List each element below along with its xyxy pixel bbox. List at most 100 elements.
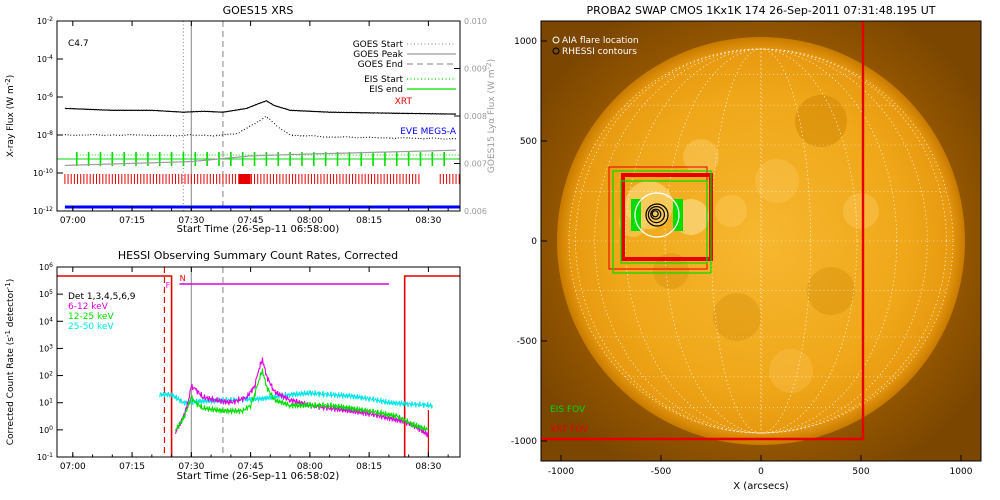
hessi-plot-area: NF (57, 267, 460, 457)
rhessi-contour-2 (650, 208, 662, 220)
xrt-fov (541, 21, 865, 441)
sun-region-6 (795, 95, 847, 147)
swap-title: PROBA2 SWAP CMOS 1Kx1K 174 26-Sep-2011 0… (587, 4, 936, 17)
goes-series-goes-ly- (64, 149, 456, 167)
swap-xtick-label-3: 500 (852, 467, 869, 477)
sun-region-8 (807, 267, 855, 315)
swap-legend: AIA flare location RHESSI contours (552, 36, 639, 57)
sun-region-10 (769, 349, 813, 393)
goes-xtick-label-5: 08:15 (356, 216, 382, 226)
hessi-flag-n: N (180, 274, 186, 283)
hessi-legend-label-1: 6-12 keV (68, 302, 109, 312)
sun-region-5 (683, 139, 719, 175)
swap-ytick-label-3: -500 (517, 337, 538, 347)
hessi-series-12-25-kev (174, 368, 429, 433)
goes-xlabel: Start Time (26-Sep-11 06:58:00) (177, 224, 340, 235)
goes-xtick-label-2: 07:30 (178, 216, 204, 226)
xrt-dense-block (238, 174, 251, 184)
goes-plot-area (57, 21, 460, 211)
goes-axes: 07:00 07:15 07:30 07:45 08:00 08:15 08:30 10-2 1… (33, 16, 487, 226)
goes-legend-label-4: EIS end (369, 85, 403, 95)
hessi-xtick-label-6: 08:30 (415, 462, 441, 472)
aia-legend-label: AIA flare location (562, 36, 639, 46)
hessi-ytick-label-7: 10-1 (37, 452, 53, 462)
goes-ytick-label-1: 10-4 (37, 54, 53, 64)
goes-legend-label-3: EIS Start (364, 75, 403, 85)
swap-panel: PROBA2 SWAP CMOS 1Kx1K 174 26-Sep-2011 0… (511, 4, 982, 492)
swap-image (541, 21, 981, 461)
hessi-ytick-label-3: 103 (39, 343, 53, 353)
rhessi-contour-1 (647, 206, 666, 224)
longitude-line (624, 48, 898, 434)
swap-axes: -1000 -500 0 500 1000 1000 500 0 -500 -1000 (511, 37, 973, 477)
flare-class-label: C4.7 (68, 39, 89, 49)
hessi-ytick-label-5: 101 (39, 398, 53, 408)
sun-region-9 (653, 253, 689, 289)
goes-xtick-label-3: 07:45 (238, 216, 264, 226)
swap-xtick-label-2: 0 (758, 467, 764, 477)
hessi-flag-f: F (166, 281, 171, 290)
goes-ytick-label-4: 10-10 (33, 168, 53, 178)
goes-title: GOES15 XRS (223, 4, 294, 17)
hessi-xlabel: Start Time (26-Sep-11 06:58:02) (177, 471, 340, 482)
hessi-xtick-label-0: 07:00 (60, 462, 86, 472)
hessi-ytick-label-4: 102 (39, 371, 53, 381)
goes-panel: GOES15 XRS 07:00 07:15 07:30 07:45 08:00 08:1… (4, 4, 497, 235)
sun-region-4 (755, 159, 799, 203)
goes-y2tick-label-1: 0.009 (464, 65, 487, 74)
hessi-ytick-label-1: 105 (39, 289, 53, 299)
hessi-night-right (403, 275, 460, 457)
goes-y2tick-label-2: 0.008 (464, 112, 487, 121)
hessi-ylabel: Corrected Count Rate (s-1 detector-1) (4, 279, 16, 446)
goes-series-goes-long-1-8- (64, 100, 457, 115)
goes-series-goes-short-0-5-4- (64, 115, 457, 140)
hessi-xtick-label-5: 08:15 (356, 462, 382, 472)
longitude-line (575, 48, 947, 434)
hessi-axes-frame (56, 266, 461, 458)
goes-ytick-label-5: 10-12 (33, 206, 53, 216)
goes-ytick-label-3: 10-8 (37, 130, 53, 140)
hessi-title: HESSI Observing Summary Count Rates, Cor… (118, 249, 398, 262)
goes-legend-label-1: GOES Peak (353, 50, 403, 60)
goes-xtick-label-0: 07:00 (60, 216, 86, 226)
rhessi-legend-symbol (552, 47, 560, 55)
swap-ytick-label-0: 1000 (514, 37, 537, 47)
swap-xlabel: X (arcsecs) (733, 481, 789, 492)
hessi-xtick-label-3: 07:45 (238, 462, 264, 472)
hessi-xtick-label-1: 07:15 (119, 462, 145, 472)
hessi-series-25-50-kev (159, 389, 433, 409)
hessi-ytick-label-2: 104 (39, 316, 53, 326)
hessi-legend-label-3: 25-50 keV (68, 322, 114, 332)
heliographic-grid (569, 48, 953, 434)
sun-region-7 (713, 293, 761, 341)
goes-xtick-label-1: 07:15 (119, 216, 145, 226)
rhessi-legend-label: RHESSI contours (562, 47, 637, 57)
hessi-panel: HESSI Observing Summary Count Rates, Cor… (4, 249, 461, 482)
goes-legend-label-6: EVE MEGS-A (400, 127, 457, 137)
hessi-xtick-label-4: 08:00 (297, 462, 323, 472)
goes-ylabel: X-ray Flux (W m-2) (4, 75, 16, 157)
hessi-ytick-label-6: 100 (39, 425, 53, 435)
aia-flare-location (634, 192, 680, 238)
fov-overlays (541, 21, 865, 441)
xrt-fov-label: XRT FOV (550, 425, 589, 435)
rhessi-contour-0 (645, 203, 669, 227)
hessi-legend-label-0: Det 1,3,4,5,6,9 (68, 292, 136, 302)
swap-xtick-label-0: -1000 (548, 467, 574, 477)
goes-ytick-label-2: 10-6 (37, 92, 53, 102)
goes-ytick-label-0: 10-2 (37, 16, 53, 26)
swap-xtick-label-4: 1000 (950, 467, 973, 477)
eis-raster-right (673, 199, 683, 231)
goes-y2tick-label-3: 0.007 (464, 160, 487, 169)
rhessi-contour-3 (651, 210, 659, 218)
goes-legend-label-2: GOES End (358, 60, 403, 70)
goes-y2label: GOES15 Lyα Flux (W m-2) (485, 59, 497, 173)
aia-legend-symbol (552, 36, 560, 44)
eis-raster-left (631, 199, 641, 231)
sun-region-11 (843, 193, 879, 229)
swap-ytick-label-4: -1000 (511, 437, 537, 447)
goes-xtick-label-4: 08:00 (297, 216, 323, 226)
hessi-series-6-12-kev (174, 357, 429, 438)
